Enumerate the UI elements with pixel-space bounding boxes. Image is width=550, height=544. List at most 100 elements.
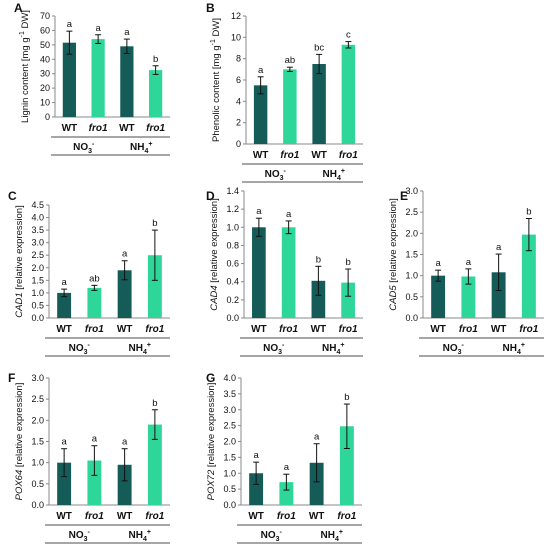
- y-tick-label: 1.5: [31, 275, 44, 285]
- bar: [491, 272, 506, 318]
- panel-d: D 0.0 0.2 0.4 0.6 0.8 1.0 1.2 1.4 CAD4 [relative …: [206, 186, 363, 357]
- group-label: NH4+: [129, 342, 151, 356]
- y-tick-label: 0.2: [226, 295, 239, 305]
- category-label: WT: [117, 511, 133, 522]
- category-label: fro1: [89, 123, 108, 134]
- significance-letter: c: [346, 30, 351, 41]
- y-tick-label: 0.5: [31, 479, 44, 489]
- bar: [149, 70, 163, 117]
- group-label: NO3-: [261, 529, 283, 543]
- significance-letter: a: [435, 258, 441, 269]
- bar: [147, 255, 162, 318]
- y-tick-label: 2.0: [31, 415, 44, 425]
- panel-letter: B: [206, 1, 215, 15]
- y-tick-label: 4: [236, 96, 241, 106]
- significance-letter: a: [61, 437, 67, 448]
- category-label: WT: [311, 324, 327, 335]
- significance-letter: a: [314, 432, 320, 443]
- group-label: NH4+: [322, 342, 344, 356]
- bar: [252, 227, 266, 318]
- y-tick-label: 2.0: [223, 437, 236, 447]
- y-tick-label: 3.0: [31, 238, 44, 248]
- bar: [87, 287, 102, 318]
- significance-letter: ab: [285, 55, 296, 66]
- significance-letter: a: [284, 462, 290, 473]
- bar: [57, 292, 72, 318]
- category-label: WT: [253, 150, 269, 161]
- significance-letter: b: [152, 398, 157, 409]
- y-tick-label: 1.4: [226, 186, 239, 196]
- significance-letter: b: [344, 392, 349, 403]
- y-tick-label: 0: [236, 139, 241, 149]
- panel-letter: A: [14, 1, 23, 15]
- y-tick-label: 2.0: [31, 263, 44, 273]
- bar: [249, 473, 264, 505]
- y-tick-label: 0.8: [226, 240, 239, 250]
- panel-c: C 0.0 0.5 1.0 1.5 2.0 2.5 3.0 3.5 4.0 4.5 CAD1 [rel…: [8, 189, 170, 357]
- category-label: WT: [119, 123, 135, 134]
- category-label: fro1: [337, 511, 356, 522]
- category-label: fro1: [146, 123, 165, 134]
- bar: [147, 424, 162, 505]
- y-tick-label: 1.5: [31, 437, 44, 447]
- panel-a: A 0 10 20 30 40 50 60 70 Lignin content [mg g-1 D…: [14, 1, 170, 156]
- bar: [521, 234, 536, 318]
- y-tick-label: 0.0: [31, 313, 44, 323]
- y-tick-label: 1.0: [405, 271, 418, 281]
- y-tick-label: 0.0: [223, 500, 236, 510]
- group-label: NH4+: [323, 168, 345, 182]
- significance-letter: a: [95, 23, 101, 34]
- panel-letter: C: [8, 189, 17, 203]
- bar: [339, 426, 354, 505]
- category-label: WT: [311, 150, 327, 161]
- bar: [312, 64, 326, 144]
- bar: [91, 39, 105, 118]
- y-tick-label: 70: [40, 11, 50, 21]
- y-tick-label: 3.5: [31, 225, 44, 235]
- y-tick-label: 3.0: [405, 186, 418, 196]
- category-label: WT: [248, 511, 264, 522]
- significance-letter: b: [152, 218, 157, 229]
- y-tick-label: 2.5: [223, 421, 236, 431]
- significance-letter: b: [153, 54, 158, 65]
- group-label: NO3-: [265, 168, 287, 182]
- category-label: WT: [56, 324, 72, 335]
- group-label: NH4+: [129, 529, 151, 543]
- y-tick-label: 4.5: [31, 200, 44, 210]
- category-label: fro1: [277, 511, 296, 522]
- bar: [120, 46, 134, 117]
- bar: [87, 460, 102, 505]
- group-label: NH4+: [130, 141, 152, 155]
- y-tick-label: 3.0: [223, 405, 236, 415]
- y-tick-label: 8: [236, 54, 241, 64]
- significance-letter: b: [526, 207, 531, 218]
- bar: [57, 462, 72, 505]
- category-label: WT: [430, 324, 446, 335]
- significance-letter: a: [496, 242, 502, 253]
- y-tick-label: 1.2: [226, 204, 239, 214]
- significance-letter: a: [67, 19, 73, 30]
- category-label: WT: [251, 324, 267, 335]
- y-tick-label: 4.0: [31, 213, 44, 223]
- significance-letter: b: [345, 257, 350, 268]
- y-tick-label: 3.5: [223, 389, 236, 399]
- y-tick-label: 1.5: [405, 250, 418, 260]
- y-tick-label: 0.5: [31, 300, 44, 310]
- y-tick-label: 0.6: [226, 259, 239, 269]
- panel-f: F 0.0 0.5 1.0 1.5 2.0 2.5 3.0 POX64 [relative ex…: [8, 371, 170, 544]
- category-label: fro1: [279, 324, 298, 335]
- category-label: fro1: [339, 324, 358, 335]
- y-axis-label: Lignin content [mg g-1 DW]: [19, 10, 31, 123]
- significance-letter: a: [92, 434, 98, 445]
- panel-letter: G: [206, 371, 215, 385]
- category-label: fro1: [459, 324, 478, 335]
- bar: [341, 282, 355, 318]
- category-label: fro1: [280, 150, 299, 161]
- bar: [62, 42, 76, 117]
- y-tick-label: 10: [231, 32, 241, 42]
- y-tick-label: 1.0: [226, 222, 239, 232]
- y-tick-label: 0: [45, 112, 50, 122]
- significance-letter: b: [316, 254, 321, 265]
- y-tick-label: 1.0: [31, 288, 44, 298]
